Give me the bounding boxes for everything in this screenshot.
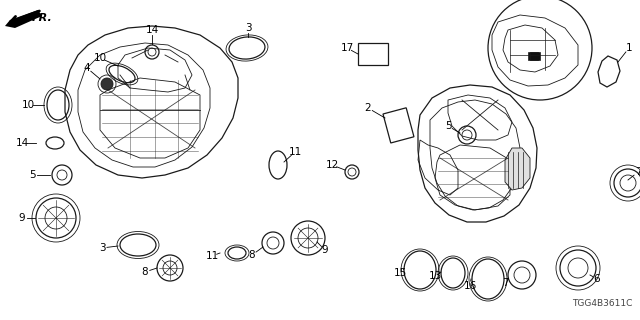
Text: FR.: FR. <box>32 13 52 23</box>
Text: 10: 10 <box>21 100 35 110</box>
Text: 8: 8 <box>141 267 148 277</box>
Text: 11: 11 <box>205 251 219 261</box>
Bar <box>358 43 388 65</box>
Text: 1: 1 <box>626 43 632 53</box>
Text: 11: 11 <box>289 147 301 157</box>
Polygon shape <box>5 10 42 28</box>
Text: 6: 6 <box>594 274 600 284</box>
Text: 14: 14 <box>145 25 159 35</box>
Text: 15: 15 <box>394 268 406 278</box>
Text: 16: 16 <box>463 281 477 291</box>
Text: 5: 5 <box>445 121 451 131</box>
Text: 7: 7 <box>502 278 508 288</box>
Text: TGG4B3611C: TGG4B3611C <box>572 299 632 308</box>
Circle shape <box>101 78 113 90</box>
Text: 7: 7 <box>635 167 640 177</box>
Polygon shape <box>505 148 530 190</box>
Text: 4: 4 <box>84 63 90 73</box>
Text: 3: 3 <box>244 23 252 33</box>
Text: 3: 3 <box>99 243 106 253</box>
Text: 10: 10 <box>93 53 107 63</box>
Text: 17: 17 <box>340 43 354 53</box>
Text: 9: 9 <box>19 213 26 223</box>
Text: 8: 8 <box>249 250 255 260</box>
Text: 12: 12 <box>325 160 339 170</box>
Bar <box>383 108 414 143</box>
Text: 13: 13 <box>428 271 442 281</box>
Text: 14: 14 <box>15 138 29 148</box>
Text: 2: 2 <box>365 103 371 113</box>
Bar <box>528 52 538 60</box>
Text: 5: 5 <box>29 170 35 180</box>
Bar <box>530 52 540 60</box>
Text: 9: 9 <box>322 245 328 255</box>
